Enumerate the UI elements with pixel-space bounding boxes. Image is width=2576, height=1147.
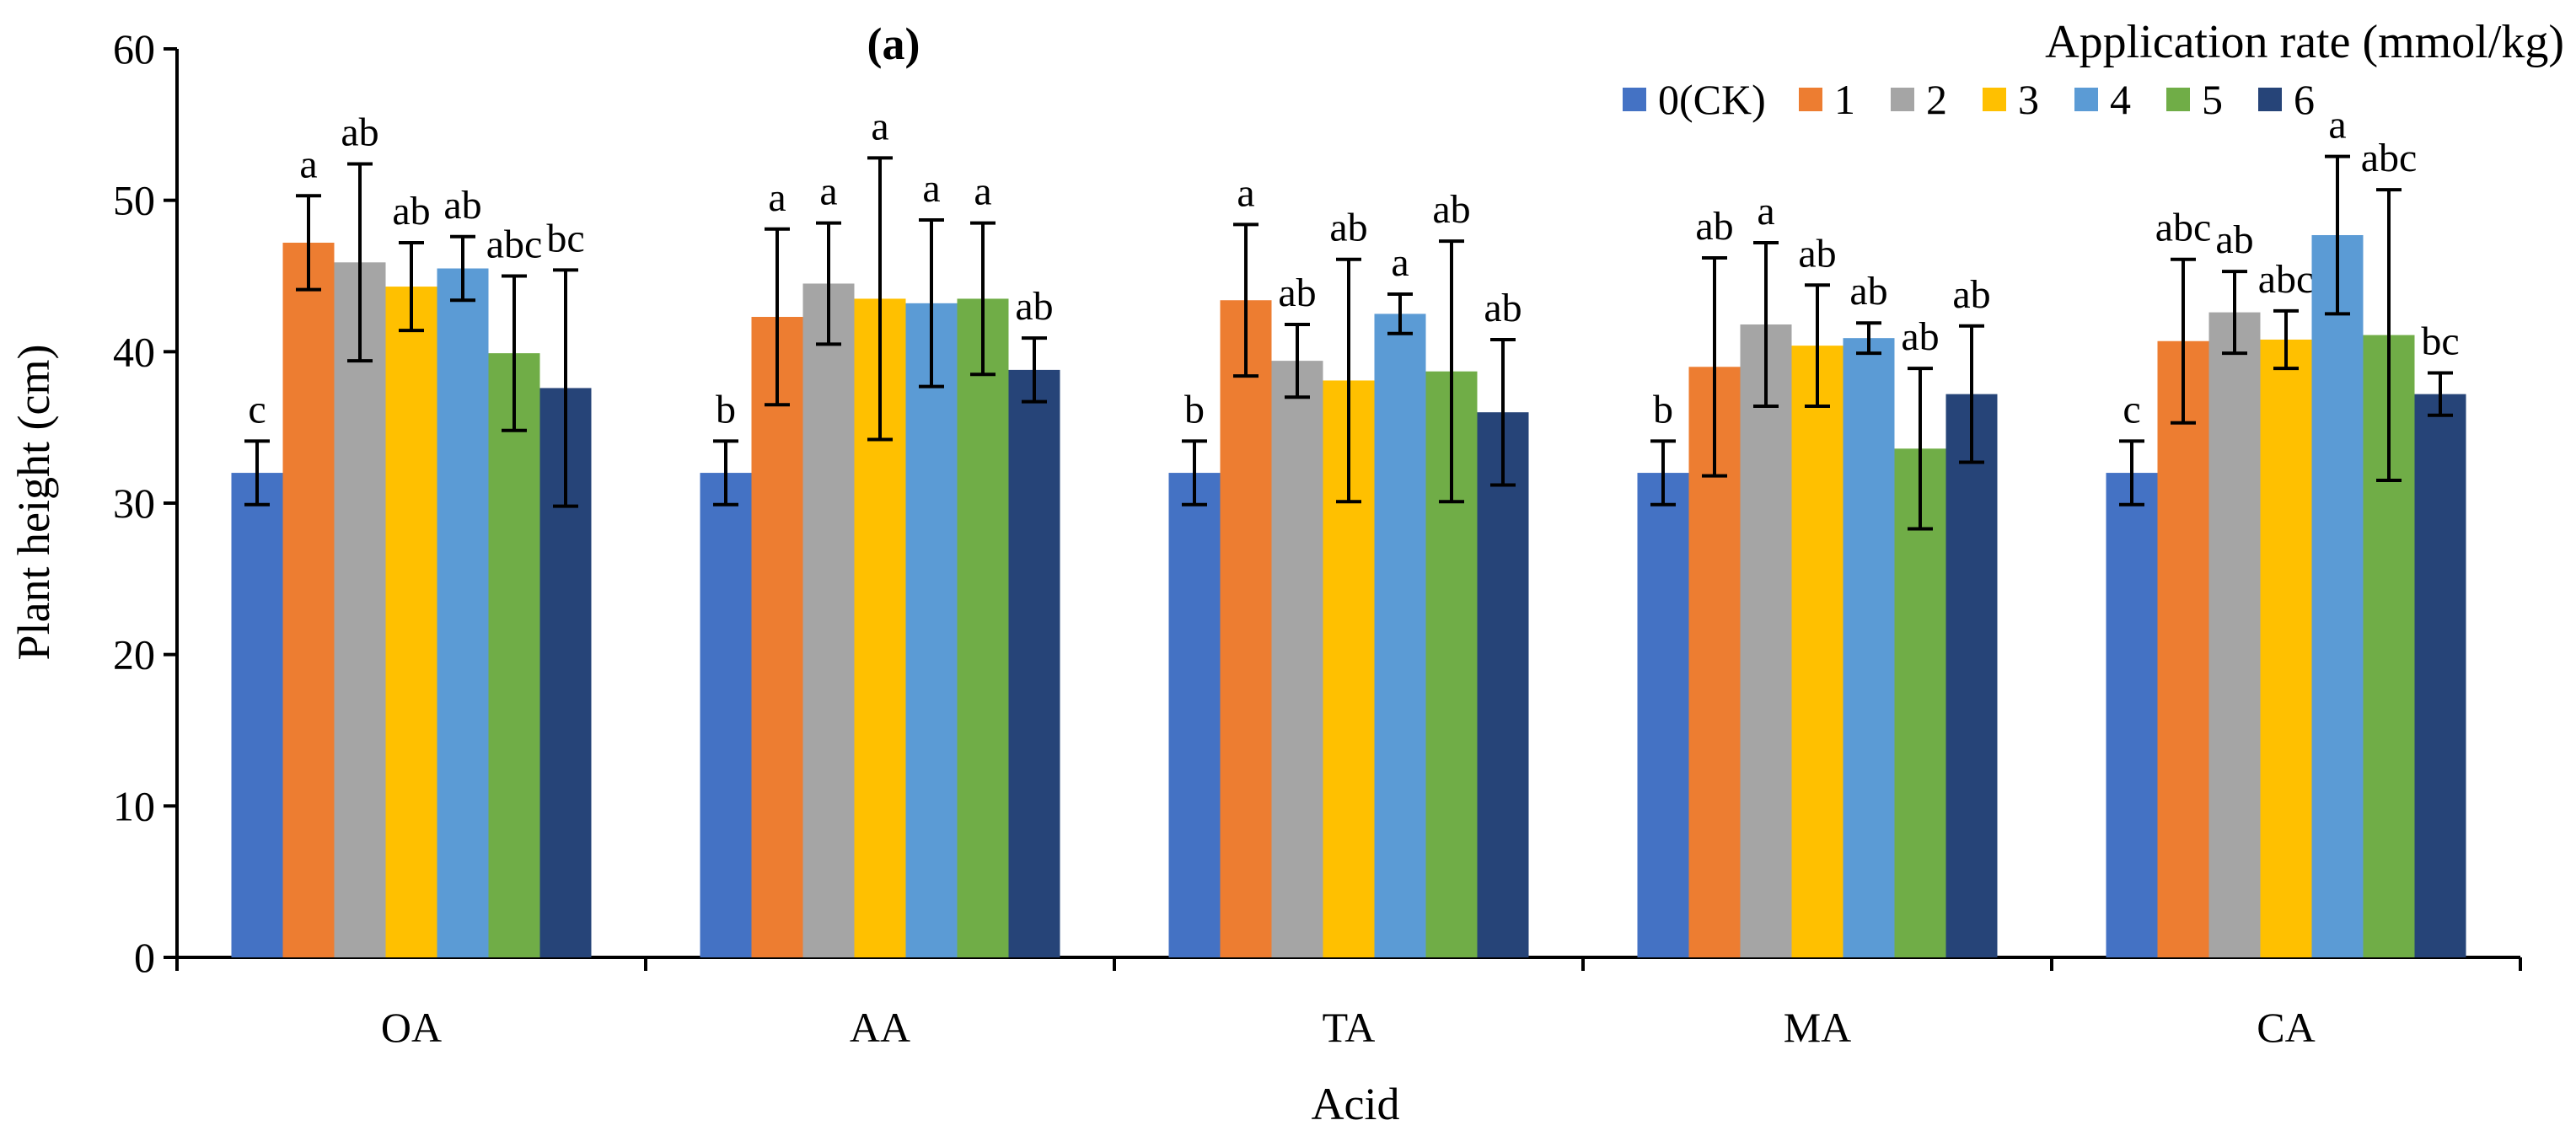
bar bbox=[2106, 473, 2158, 957]
x-tick-label: TA bbox=[1323, 1004, 1376, 1051]
bar bbox=[751, 317, 803, 957]
significance-label: ab bbox=[1952, 272, 1990, 317]
y-tick-label: 30 bbox=[113, 480, 155, 527]
significance-label: ab bbox=[1901, 314, 1939, 359]
y-tick-label: 50 bbox=[113, 177, 155, 224]
significance-label: abc bbox=[486, 222, 543, 267]
bar bbox=[802, 283, 855, 957]
significance-label: abc bbox=[2155, 206, 2212, 250]
bar bbox=[1894, 448, 1946, 957]
significance-label: bc bbox=[546, 216, 584, 260]
bar bbox=[1477, 412, 1529, 957]
significance-label: a bbox=[819, 169, 837, 214]
legend: 0(CK) 1 2 3 4 5 6 bbox=[1623, 76, 2315, 123]
bar bbox=[282, 242, 335, 957]
significance-label: bc bbox=[2421, 319, 2459, 363]
bar bbox=[2157, 340, 2209, 957]
x-tick-label: OA bbox=[381, 1004, 442, 1051]
significance-label: a bbox=[871, 104, 888, 148]
legend-swatch bbox=[1983, 88, 2006, 111]
bar bbox=[957, 298, 1009, 957]
significance-label: ab bbox=[1484, 286, 1521, 330]
bar bbox=[1843, 338, 1895, 957]
bar bbox=[1740, 324, 1792, 957]
legend-swatch bbox=[1891, 88, 1914, 111]
significance-label: a bbox=[299, 142, 317, 186]
legend-swatch bbox=[2258, 88, 2282, 111]
x-tick-label: CA bbox=[2257, 1004, 2315, 1051]
significance-label: ab bbox=[1329, 206, 1367, 250]
significance-label: a bbox=[1757, 189, 1774, 233]
significance-label: a bbox=[2328, 103, 2346, 147]
legend-swatch bbox=[2074, 88, 2098, 111]
legend-label: 0(CK) bbox=[1658, 76, 1766, 123]
significance-label: abc bbox=[2361, 136, 2418, 180]
bar bbox=[1637, 473, 1689, 957]
significance-label: b bbox=[716, 387, 736, 431]
significance-label: ab bbox=[2215, 217, 2253, 262]
significance-label: a bbox=[922, 166, 940, 211]
significance-label: ab bbox=[341, 110, 378, 155]
significance-label: ab bbox=[392, 189, 430, 233]
bar bbox=[700, 473, 752, 957]
y-tick-label: 20 bbox=[113, 631, 155, 678]
significance-label: a bbox=[974, 169, 991, 214]
x-tick-label: MA bbox=[1784, 1004, 1852, 1051]
significance-label: b bbox=[1184, 387, 1205, 431]
y-tick-label: 40 bbox=[113, 328, 155, 375]
significance-label: ab bbox=[443, 183, 481, 228]
bar bbox=[1168, 473, 1221, 957]
significance-label: ab bbox=[1278, 271, 1316, 315]
x-axis-title: Acid bbox=[1312, 1079, 1400, 1129]
bar bbox=[437, 268, 489, 957]
significance-label: a bbox=[1391, 240, 1409, 285]
x-tick-label: AA bbox=[850, 1004, 910, 1051]
significance-label: abc bbox=[2258, 257, 2315, 302]
bar bbox=[2260, 339, 2312, 958]
bar bbox=[2414, 394, 2466, 957]
y-tick-label: 0 bbox=[134, 934, 155, 981]
bar bbox=[905, 303, 958, 958]
legend-label: 2 bbox=[1926, 76, 1947, 123]
significance-label: ab bbox=[1849, 269, 1887, 314]
significance-label: ab bbox=[1695, 204, 1733, 249]
legend-swatch bbox=[1623, 88, 1646, 111]
legend-label: 5 bbox=[2202, 76, 2223, 123]
bar bbox=[2311, 234, 2364, 957]
significance-label: b bbox=[1653, 387, 1673, 431]
legend-swatch bbox=[1799, 88, 1822, 111]
legend-label: 6 bbox=[2294, 76, 2315, 123]
significance-label: c bbox=[248, 387, 266, 431]
bar bbox=[231, 473, 283, 957]
significance-label: a bbox=[768, 175, 786, 220]
y-axis-title: Plant height (cm) bbox=[8, 345, 59, 661]
significance-label: ab bbox=[1432, 187, 1470, 232]
bar bbox=[1220, 300, 1272, 957]
significance-label: ab bbox=[1015, 284, 1053, 329]
bar bbox=[1945, 394, 1998, 957]
significance-label: ab bbox=[1798, 231, 1836, 276]
significance-label: a bbox=[1237, 170, 1254, 215]
legend-label: 3 bbox=[2018, 76, 2039, 123]
panel-label: (a) bbox=[867, 19, 920, 69]
bar bbox=[488, 353, 540, 957]
bar bbox=[1008, 369, 1060, 958]
bar bbox=[2208, 312, 2261, 957]
bar bbox=[385, 287, 437, 957]
bar bbox=[1791, 346, 1843, 957]
legend-title: Application rate (mmol/kg) bbox=[2045, 16, 2564, 68]
legend-label: 4 bbox=[2110, 76, 2131, 123]
y-tick-label: 10 bbox=[113, 782, 155, 829]
bar bbox=[334, 262, 386, 958]
bar bbox=[1374, 314, 1426, 958]
legend-swatch bbox=[2166, 88, 2190, 111]
y-tick-label: 60 bbox=[113, 25, 155, 72]
legend-label: 1 bbox=[1834, 76, 1855, 123]
significance-label: c bbox=[2123, 387, 2140, 431]
bar bbox=[1271, 361, 1323, 957]
